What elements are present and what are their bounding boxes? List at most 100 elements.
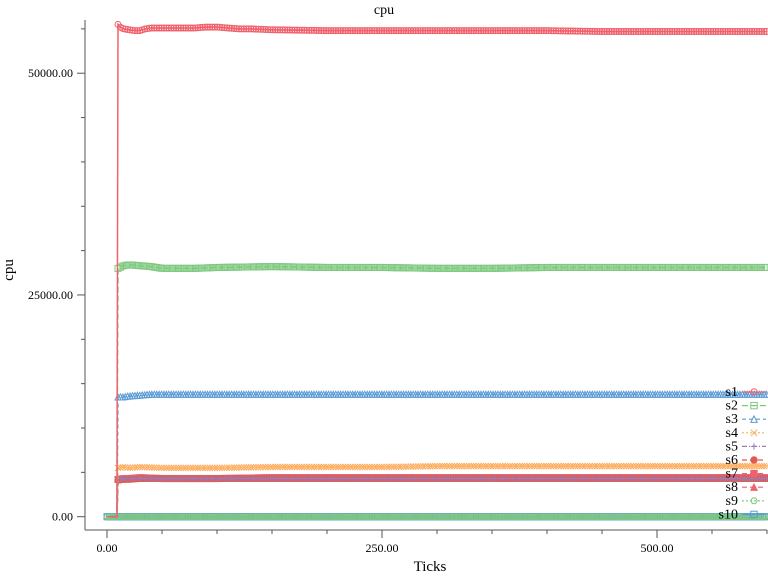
- data-point-s4: [209, 464, 216, 472]
- data-point-s4: [155, 464, 163, 472]
- plot-area: [103, 20, 768, 521]
- data-point-s1: [339, 27, 347, 35]
- x-tick-label: 0.00: [97, 541, 118, 555]
- data-point-s1: [564, 27, 572, 35]
- data-point-s1: [182, 24, 190, 32]
- data-point-s4: [472, 462, 480, 470]
- data-point-s4: [274, 463, 282, 471]
- data-point-s4: [668, 462, 676, 470]
- data-point-s1: [741, 28, 749, 36]
- legend-item-s7: s7: [726, 467, 766, 482]
- data-point-s4: [313, 463, 320, 471]
- data-point-s1: [349, 27, 357, 35]
- data-point-s1: [276, 26, 284, 34]
- data-point-s4: [373, 463, 381, 471]
- data-point-s4: [702, 462, 710, 470]
- data-point-s1: [700, 28, 708, 36]
- data-point-s4: [332, 463, 340, 471]
- data-point-s4: [763, 462, 768, 470]
- data-point-s1: [310, 26, 318, 34]
- data-point-s1: [189, 24, 197, 32]
- data-point-s1: [412, 27, 420, 35]
- data-point-s4: [175, 464, 182, 472]
- data-point-s1: [252, 25, 260, 33]
- data-point-s4: [538, 462, 545, 470]
- data-point-s1: [547, 27, 555, 35]
- legend-swatch-marker: [750, 510, 758, 519]
- data-point-s4: [298, 463, 306, 471]
- data-point-s4: [528, 462, 536, 470]
- data-point-s4: [218, 464, 226, 472]
- data-point-s3: [762, 390, 768, 398]
- data-point-s1: [629, 28, 637, 36]
- data-point-s1: [414, 27, 422, 35]
- legend-label: s7: [726, 467, 738, 482]
- data-point-s4: [615, 462, 623, 470]
- data-point-s4: [247, 464, 255, 471]
- data-point-s4: [475, 462, 482, 470]
- data-point-s4: [380, 463, 388, 471]
- data-point-s1: [528, 27, 536, 35]
- data-point-s1: [680, 28, 688, 36]
- data-point-s4: [436, 462, 444, 470]
- data-point-s4: [284, 463, 291, 471]
- data-point-s4: [659, 462, 666, 470]
- data-point-s1: [535, 27, 543, 35]
- data-point-s4: [603, 462, 611, 470]
- data-point-s1: [472, 27, 480, 35]
- data-point-s4: [693, 462, 700, 470]
- data-point-s1: [729, 28, 737, 36]
- data-point-s4: [746, 462, 753, 470]
- chart-title: cpu: [374, 3, 394, 18]
- data-point-s4: [204, 464, 211, 472]
- data-point-s1: [199, 23, 207, 31]
- data-point-s4: [269, 463, 277, 471]
- legend-item-s3: s3: [726, 412, 766, 427]
- data-point-s1: [455, 27, 463, 35]
- data-point-s4: [288, 463, 296, 471]
- y-tick-label: 0.00: [52, 510, 73, 524]
- data-point-s4: [189, 464, 197, 472]
- data-point-s1: [734, 28, 742, 36]
- data-point-s1: [375, 27, 383, 35]
- data-point-s4: [446, 462, 453, 470]
- data-point-s1: [216, 23, 224, 31]
- data-point-s1: [404, 27, 412, 35]
- data-point-s1: [175, 24, 182, 32]
- data-point-s1: [148, 24, 156, 32]
- data-point-s4: [417, 463, 424, 470]
- data-point-s4: [228, 464, 236, 472]
- data-point-s1: [397, 27, 405, 35]
- data-point-s4: [279, 463, 286, 471]
- data-point-s1: [562, 27, 570, 35]
- data-point-s4: [414, 463, 422, 470]
- data-point-s1: [668, 28, 676, 36]
- data-point-s4: [685, 462, 693, 470]
- data-point-s4: [683, 462, 691, 470]
- legend-swatch-marker: [750, 469, 758, 478]
- data-point-s1: [559, 27, 567, 35]
- data-point-s4: [424, 462, 432, 470]
- data-point-s4: [697, 462, 705, 470]
- data-point-s4: [409, 463, 417, 470]
- data-point-s4: [286, 463, 294, 471]
- data-point-s4: [579, 462, 586, 470]
- data-point-s4: [448, 462, 456, 470]
- data-point-s1: [470, 27, 478, 35]
- legend-label: s8: [726, 480, 738, 495]
- data-point-s1: [150, 24, 158, 32]
- x-axis-label: Ticks: [414, 559, 447, 575]
- data-point-s1: [155, 24, 163, 32]
- data-point-s4: [574, 462, 582, 470]
- data-point-s4: [714, 462, 722, 470]
- data-point-s1: [153, 24, 161, 32]
- data-point-s1: [288, 26, 296, 34]
- data-point-s4: [530, 462, 538, 470]
- data-point-s4: [644, 462, 652, 470]
- data-point-s1: [489, 27, 497, 35]
- data-point-s1: [373, 27, 381, 35]
- data-point-s4: [593, 462, 601, 470]
- data-point-s4: [264, 463, 272, 471]
- data-point-s4: [719, 462, 727, 470]
